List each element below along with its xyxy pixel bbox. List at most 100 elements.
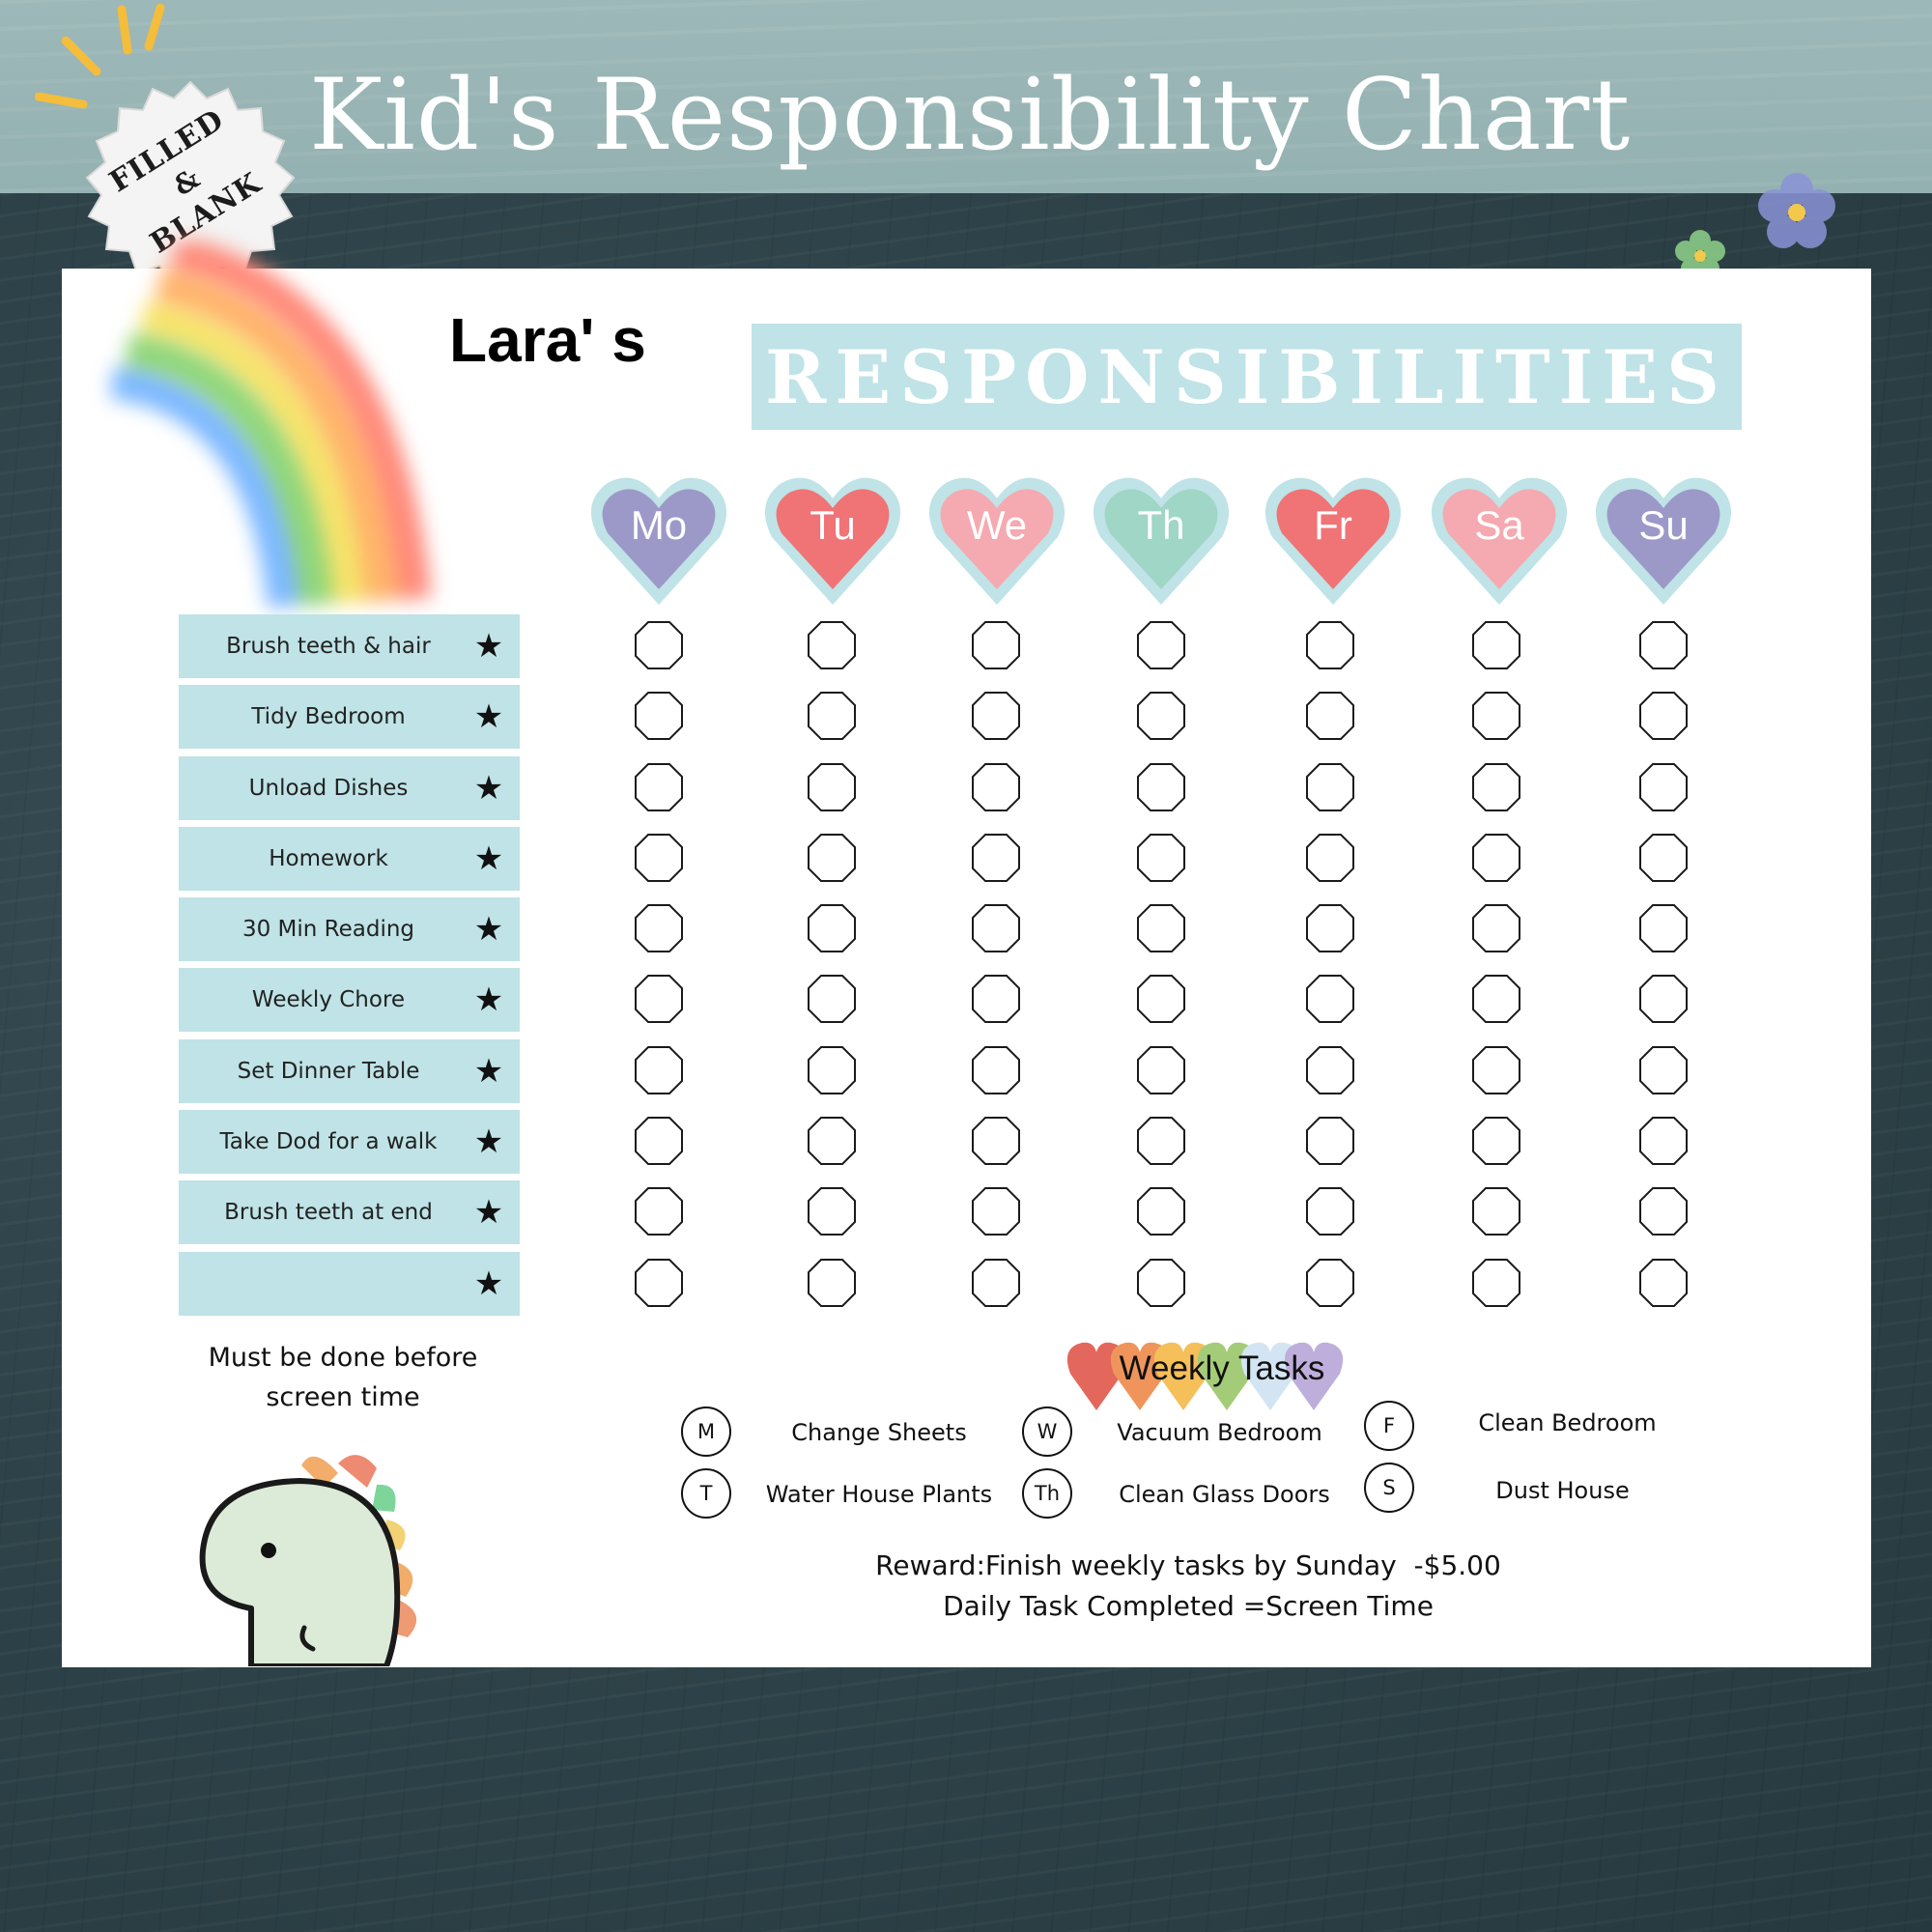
checkbox-mo-row-5[interactable] bbox=[634, 903, 684, 953]
checkbox-su-row-1[interactable] bbox=[1638, 620, 1689, 670]
checkbox-mo-row-1[interactable] bbox=[634, 620, 684, 670]
checkbox-we-row-2[interactable] bbox=[971, 691, 1021, 741]
checkbox-mo-row-10[interactable] bbox=[634, 1258, 684, 1308]
checkbox-su-row-9[interactable] bbox=[1638, 1186, 1689, 1236]
checkbox-sa-row-8[interactable] bbox=[1471, 1116, 1521, 1166]
checkbox-su-row-8[interactable] bbox=[1638, 1116, 1689, 1166]
checkbox-su-row-4[interactable] bbox=[1638, 833, 1689, 883]
checkbox-su-row-5[interactable] bbox=[1638, 903, 1689, 953]
weekly-day-f: F bbox=[1364, 1401, 1414, 1451]
kid-name: Lara' s bbox=[449, 305, 646, 375]
checkbox-sa-row-10[interactable] bbox=[1471, 1258, 1521, 1308]
checkbox-fr-row-1[interactable] bbox=[1305, 620, 1355, 670]
checkbox-mo-row-8[interactable] bbox=[634, 1116, 684, 1166]
star-icon: ★ bbox=[473, 980, 504, 1019]
responsibilities-banner: RESPONSIBILITIES bbox=[752, 324, 1742, 430]
checkbox-th-row-2[interactable] bbox=[1136, 691, 1186, 741]
checkbox-sa-row-7[interactable] bbox=[1471, 1045, 1521, 1095]
checkbox-fr-row-5[interactable] bbox=[1305, 903, 1355, 953]
day-heart-sa: Sa bbox=[1427, 473, 1572, 609]
checkbox-sa-row-1[interactable] bbox=[1471, 620, 1521, 670]
checkbox-mo-row-4[interactable] bbox=[634, 833, 684, 883]
task-label: Brush teeth & hair bbox=[226, 634, 431, 659]
checkbox-sa-row-2[interactable] bbox=[1471, 691, 1521, 741]
checkbox-sa-row-5[interactable] bbox=[1471, 903, 1521, 953]
heart-icon bbox=[1431, 477, 1568, 605]
checkbox-tu-row-7[interactable] bbox=[807, 1045, 857, 1095]
checkbox-th-row-10[interactable] bbox=[1136, 1258, 1186, 1308]
checkbox-sa-row-6[interactable] bbox=[1471, 974, 1521, 1024]
checkbox-th-row-4[interactable] bbox=[1136, 833, 1186, 883]
weekly-task-f: Clean Bedroom bbox=[1478, 1409, 1657, 1436]
checkbox-tu-row-1[interactable] bbox=[807, 620, 857, 670]
weekly-day-m: M bbox=[681, 1406, 731, 1457]
checkbox-tu-row-6[interactable] bbox=[807, 974, 857, 1024]
heart-icon bbox=[1093, 477, 1230, 605]
weekly-task-th: Clean Glass Doors bbox=[1119, 1481, 1330, 1508]
checkbox-mo-row-9[interactable] bbox=[634, 1186, 684, 1236]
checkbox-mo-row-6[interactable] bbox=[634, 974, 684, 1024]
checkbox-th-row-8[interactable] bbox=[1136, 1116, 1186, 1166]
checkbox-we-row-7[interactable] bbox=[971, 1045, 1021, 1095]
weekly-hearts-icon bbox=[1066, 1342, 1344, 1410]
task-label bbox=[179, 1252, 478, 1316]
day-heart-su: Su bbox=[1591, 473, 1736, 609]
checkbox-th-row-5[interactable] bbox=[1136, 903, 1186, 953]
checkbox-fr-row-10[interactable] bbox=[1305, 1258, 1355, 1308]
checkbox-we-row-6[interactable] bbox=[971, 974, 1021, 1024]
checkbox-tu-row-2[interactable] bbox=[807, 691, 857, 741]
checkbox-tu-row-9[interactable] bbox=[807, 1186, 857, 1236]
reward-text: Reward:Finish weekly tasks by Sunday -$5… bbox=[831, 1546, 1546, 1633]
checkbox-th-row-7[interactable] bbox=[1136, 1045, 1186, 1095]
checkbox-tu-row-5[interactable] bbox=[807, 903, 857, 953]
checkbox-fr-row-2[interactable] bbox=[1305, 691, 1355, 741]
checkbox-mo-row-2[interactable] bbox=[634, 691, 684, 741]
checkbox-tu-row-10[interactable] bbox=[807, 1258, 857, 1308]
checkbox-fr-row-9[interactable] bbox=[1305, 1186, 1355, 1236]
checkbox-we-row-8[interactable] bbox=[971, 1116, 1021, 1166]
checkbox-tu-row-8[interactable] bbox=[807, 1116, 857, 1166]
checkbox-th-row-9[interactable] bbox=[1136, 1186, 1186, 1236]
task-label: Brush teeth at end bbox=[224, 1200, 433, 1225]
checkbox-mo-row-7[interactable] bbox=[634, 1045, 684, 1095]
task-row: Set Dinner Table ★ bbox=[179, 1039, 520, 1103]
heart-icon bbox=[1595, 477, 1732, 605]
weekly-task-t: Water House Plants bbox=[765, 1481, 993, 1508]
star-icon: ★ bbox=[473, 697, 504, 736]
checkbox-we-row-5[interactable] bbox=[971, 903, 1021, 953]
checkbox-we-row-9[interactable] bbox=[971, 1186, 1021, 1236]
day-heart-we: We bbox=[924, 473, 1069, 609]
checkbox-fr-row-7[interactable] bbox=[1305, 1045, 1355, 1095]
checkbox-we-row-3[interactable] bbox=[971, 762, 1021, 812]
checkbox-fr-row-4[interactable] bbox=[1305, 833, 1355, 883]
checkbox-fr-row-3[interactable] bbox=[1305, 762, 1355, 812]
task-row: Weekly Chore ★ bbox=[179, 968, 520, 1032]
checkbox-fr-row-6[interactable] bbox=[1305, 974, 1355, 1024]
checkbox-fr-row-8[interactable] bbox=[1305, 1116, 1355, 1166]
checkbox-tu-row-4[interactable] bbox=[807, 833, 857, 883]
task-label: 30 Min Reading bbox=[242, 917, 415, 942]
day-heart-th: Th bbox=[1089, 473, 1234, 609]
checkbox-su-row-7[interactable] bbox=[1638, 1045, 1689, 1095]
checkbox-sa-row-3[interactable] bbox=[1471, 762, 1521, 812]
checkbox-su-row-3[interactable] bbox=[1638, 762, 1689, 812]
checkbox-we-row-1[interactable] bbox=[971, 620, 1021, 670]
weekly-tasks-title: Weekly Tasks bbox=[1119, 1350, 1325, 1387]
checkbox-mo-row-3[interactable] bbox=[634, 762, 684, 812]
star-icon: ★ bbox=[473, 1122, 504, 1161]
checkbox-tu-row-3[interactable] bbox=[807, 762, 857, 812]
checkbox-we-row-4[interactable] bbox=[971, 833, 1021, 883]
checkbox-su-row-10[interactable] bbox=[1638, 1258, 1689, 1308]
checkbox-we-row-10[interactable] bbox=[971, 1258, 1021, 1308]
reward-line-2: Daily Task Completed =Screen Time bbox=[943, 1590, 1434, 1622]
checkbox-su-row-2[interactable] bbox=[1638, 691, 1689, 741]
star-icon: ★ bbox=[473, 1264, 504, 1303]
day-label: Fr bbox=[1314, 502, 1352, 548]
star-icon: ★ bbox=[473, 1052, 504, 1091]
checkbox-sa-row-4[interactable] bbox=[1471, 833, 1521, 883]
checkbox-th-row-3[interactable] bbox=[1136, 762, 1186, 812]
checkbox-th-row-1[interactable] bbox=[1136, 620, 1186, 670]
checkbox-sa-row-9[interactable] bbox=[1471, 1186, 1521, 1236]
checkbox-su-row-6[interactable] bbox=[1638, 974, 1689, 1024]
checkbox-th-row-6[interactable] bbox=[1136, 974, 1186, 1024]
